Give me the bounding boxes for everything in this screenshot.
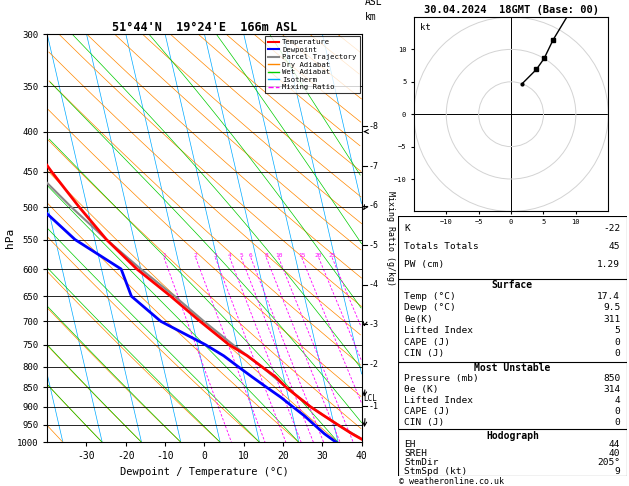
Text: -5: -5: [369, 241, 379, 249]
Text: CAPE (J): CAPE (J): [404, 407, 450, 416]
Text: K: K: [404, 224, 410, 233]
Text: Dewp (°C): Dewp (°C): [404, 303, 456, 312]
Text: Mixing Ratio (g/kg): Mixing Ratio (g/kg): [386, 191, 395, 286]
Text: Surface: Surface: [492, 280, 533, 290]
Title: 51°44'N  19°24'E  166m ASL: 51°44'N 19°24'E 166m ASL: [112, 21, 297, 34]
Text: θe(K): θe(K): [404, 314, 433, 324]
Text: 10: 10: [275, 253, 282, 258]
Text: StmSpd (kt): StmSpd (kt): [404, 467, 468, 476]
Text: 40: 40: [609, 449, 620, 458]
Text: Totals Totals: Totals Totals: [404, 242, 479, 251]
Text: θe (K): θe (K): [404, 385, 439, 394]
Text: Most Unstable: Most Unstable: [474, 363, 550, 373]
Text: CIN (J): CIN (J): [404, 417, 445, 427]
Text: © weatheronline.co.uk: © weatheronline.co.uk: [399, 477, 504, 486]
Text: 1: 1: [162, 253, 166, 258]
Text: ASL: ASL: [365, 0, 382, 7]
Text: -2: -2: [369, 360, 379, 369]
Text: 205°: 205°: [597, 458, 620, 467]
Text: StmDir: StmDir: [404, 458, 439, 467]
Text: 1.29: 1.29: [597, 260, 620, 269]
Text: Pressure (mb): Pressure (mb): [404, 374, 479, 383]
Text: 9: 9: [615, 467, 620, 476]
Text: 4: 4: [615, 396, 620, 405]
Text: 6: 6: [249, 253, 253, 258]
Text: kt: kt: [420, 23, 431, 32]
Text: 20: 20: [315, 253, 323, 258]
Text: 5: 5: [240, 253, 243, 258]
Text: 17.4: 17.4: [597, 292, 620, 300]
Text: 2: 2: [194, 253, 198, 258]
Text: CAPE (J): CAPE (J): [404, 338, 450, 347]
Text: 15: 15: [298, 253, 306, 258]
Text: EH: EH: [404, 440, 416, 449]
Text: PW (cm): PW (cm): [404, 260, 445, 269]
Text: -6: -6: [369, 201, 379, 210]
Text: CIN (J): CIN (J): [404, 349, 445, 358]
Text: 8: 8: [264, 253, 268, 258]
Title: 30.04.2024  18GMT (Base: 00): 30.04.2024 18GMT (Base: 00): [423, 5, 599, 15]
Text: 9.5: 9.5: [603, 303, 620, 312]
Text: -22: -22: [603, 224, 620, 233]
Text: 45: 45: [609, 242, 620, 251]
Text: 4: 4: [228, 253, 231, 258]
Text: Lifted Index: Lifted Index: [404, 396, 474, 405]
Text: 311: 311: [603, 314, 620, 324]
Text: 0: 0: [615, 349, 620, 358]
Text: 0: 0: [615, 338, 620, 347]
Text: -3: -3: [369, 320, 379, 329]
Text: Lifted Index: Lifted Index: [404, 326, 474, 335]
Text: -1: -1: [369, 401, 379, 411]
Text: 25: 25: [328, 253, 336, 258]
Text: 0: 0: [615, 417, 620, 427]
Text: 0: 0: [615, 407, 620, 416]
Text: km: km: [365, 12, 376, 22]
X-axis label: Dewpoint / Temperature (°C): Dewpoint / Temperature (°C): [120, 467, 289, 477]
Text: -8: -8: [369, 122, 379, 131]
Text: Hodograph: Hodograph: [486, 431, 539, 441]
Legend: Temperature, Dewpoint, Parcel Trajectory, Dry Adiabat, Wet Adiabat, Isotherm, Mi: Temperature, Dewpoint, Parcel Trajectory…: [265, 36, 360, 93]
Text: LCL: LCL: [363, 395, 377, 403]
Text: Temp (°C): Temp (°C): [404, 292, 456, 300]
Text: -7: -7: [369, 162, 379, 171]
Text: 3: 3: [213, 253, 217, 258]
Text: 5: 5: [615, 326, 620, 335]
Y-axis label: hPa: hPa: [5, 228, 15, 248]
Text: 850: 850: [603, 374, 620, 383]
Text: 314: 314: [603, 385, 620, 394]
Text: -4: -4: [369, 280, 379, 289]
Text: SREH: SREH: [404, 449, 428, 458]
Text: 44: 44: [609, 440, 620, 449]
